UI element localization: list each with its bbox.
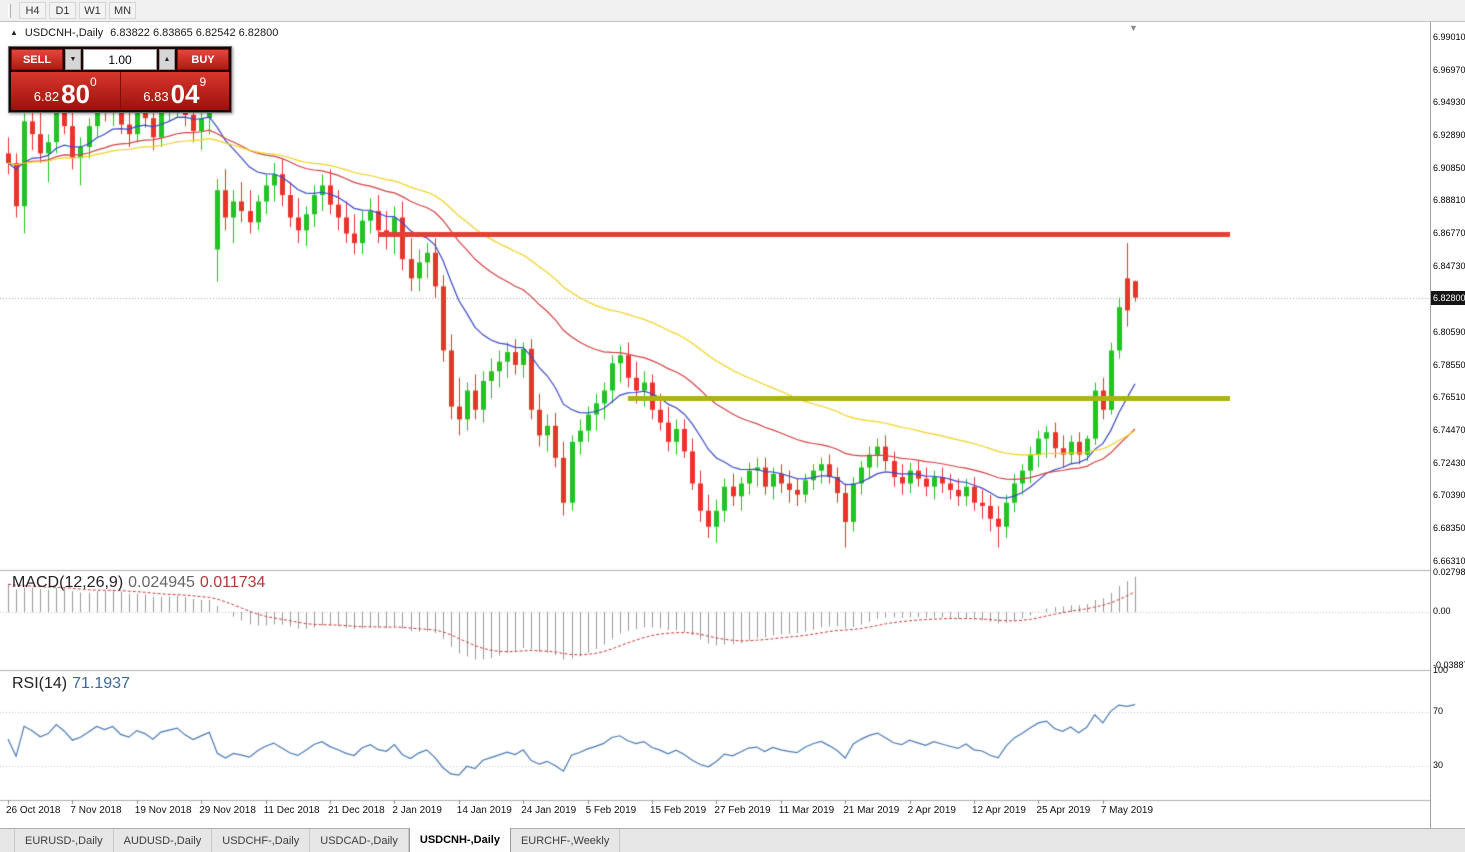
tab-audusd-daily[interactable]: AUDUSD-,Daily (114, 829, 213, 852)
macd-main-value: 0.024945 (128, 574, 195, 591)
date-axis-label: 29 Nov 2018 (199, 805, 256, 816)
tab-usdcad-daily[interactable]: USDCAD-,Daily (310, 829, 409, 852)
date-axis-label: 14 Jan 2019 (456, 805, 512, 816)
volume-down-icon: ▼ (69, 56, 77, 63)
sell-price-sup: 0 (90, 75, 97, 89)
one-click-trading-panel: SELL ▼ ▲ BUY 6.82 80 0 6.83 04 9 (8, 46, 232, 113)
chart-title: ▲ USDCNH-,Daily 6.83822 6.83865 6.82542 … (10, 27, 278, 39)
period-toolbar: H4 D1 W1 MN (0, 0, 1465, 22)
buy-button[interactable]: BUY (177, 49, 229, 70)
rsi-value: 71.1937 (72, 675, 130, 692)
tab-usdcnh-daily[interactable]: USDCNH-,Daily (408, 828, 511, 852)
macd-signal-value: 0.011734 (199, 574, 266, 591)
period-button-mn[interactable]: MN (109, 2, 136, 19)
price-axis-label: 6.99010 (1433, 31, 1465, 42)
price-axis-label: 6.92890 (1433, 129, 1465, 140)
price-axis-label: 6.76510 (1433, 392, 1465, 403)
price-axis-label: 6.66310 (1433, 555, 1465, 566)
chart-title-symbol: USDCNH-,Daily (24, 27, 104, 39)
price-axis-label: 6.94930 (1433, 97, 1465, 108)
date-axis[interactable]: 26 Oct 2018 7 Nov 2018 19 Nov 2018 29 Nov 2… (0, 802, 1430, 826)
date-axis-label: 27 Feb 2019 (714, 805, 771, 816)
sell-button[interactable]: SELL (11, 49, 63, 70)
date-axis-label: 7 May 2019 (1100, 805, 1154, 816)
date-axis-label: 11 Dec 2018 (263, 805, 320, 816)
price-axis-label: 6.96970 (1433, 64, 1465, 75)
price-axis-label: 0.00 (1433, 606, 1451, 617)
price-axis-label: 6.70390 (1433, 490, 1465, 501)
chart-shift-marker-icon[interactable]: ▼ (1129, 23, 1138, 33)
volume-up-icon: ▲ (163, 56, 171, 63)
buy-price-big: 04 (170, 79, 200, 109)
date-axis-label: 2 Apr 2019 (907, 805, 956, 816)
date-axis-label: 11 Mar 2019 (778, 805, 835, 816)
buy-price-sup: 9 (199, 75, 207, 89)
sell-price-button[interactable]: 6.82 80 0 (11, 72, 121, 110)
macd-indicator-label: MACD(12,26,9) 0.024945 0.011734 (12, 574, 265, 592)
price-axis-label: 6.72430 (1433, 457, 1465, 468)
date-axis-label: 7 Nov 2018 (70, 805, 122, 816)
chart-tab-bar: EURUSD-,Daily AUDUSD-,Daily USDCHF-,Dail… (0, 828, 1465, 852)
volume-input[interactable] (83, 49, 157, 70)
date-axis-label: 5 Feb 2019 (585, 805, 637, 816)
price-axis-label: 70 (1433, 705, 1444, 716)
tab-eurchf-weekly[interactable]: EURCHF-,Weekly (511, 829, 621, 852)
date-axis-label: 21 Dec 2018 (328, 805, 385, 816)
price-axis-label: 6.68350 (1433, 523, 1465, 534)
price-axis-label: 6.84730 (1433, 260, 1465, 271)
price-axis-label: 30 (1433, 760, 1444, 771)
date-axis-label: 2 Jan 2019 (392, 805, 442, 816)
date-axis-label: 15 Feb 2019 (650, 805, 707, 816)
rsi-name: RSI(14) (12, 675, 68, 692)
rsi-indicator-label: RSI(14) 71.1937 (12, 675, 130, 693)
price-axis-label: 6.86770 (1433, 227, 1465, 238)
price-axis-label: 6.88810 (1433, 195, 1465, 206)
volume-down-button[interactable]: ▼ (65, 49, 81, 70)
toolbar-grip[interactable] (8, 3, 11, 18)
sell-price-small: 6.82 (33, 89, 60, 104)
price-axis[interactable]: 6.82800 6.99010 6.96970 6.94930 6.92890 6.90… (1430, 22, 1465, 828)
date-axis-label: 19 Nov 2018 (134, 805, 192, 816)
chart-canvas[interactable] (0, 22, 1430, 828)
current-price-tag: 6.82800 (1431, 290, 1465, 305)
chart-title-ohlc: 6.83822 6.83865 6.82542 6.82800 (110, 27, 279, 39)
volume-up-button[interactable]: ▲ (159, 49, 175, 70)
one-click-toggle-icon[interactable]: ▲ (10, 28, 18, 37)
price-axis-label: 0.027984 (1433, 567, 1465, 578)
price-axis-label: 6.74470 (1433, 425, 1465, 436)
price-axis-label: 6.80590 (1433, 327, 1465, 337)
price-axis-label: 6.78550 (1433, 359, 1465, 370)
period-button-h4[interactable]: H4 (19, 2, 46, 19)
period-button-d1[interactable]: D1 (49, 2, 76, 19)
price-axis-label: -0.038874 (1433, 660, 1465, 671)
date-axis-label: 26 Oct 2018 (6, 805, 61, 816)
buy-price-small: 6.83 (143, 89, 169, 104)
tab-usdchf-daily[interactable]: USDCHF-,Daily (212, 829, 311, 852)
price-axis-label: 6.90850 (1433, 162, 1465, 173)
period-button-w1[interactable]: W1 (79, 2, 106, 19)
buy-price-button[interactable]: 6.83 04 9 (121, 72, 230, 110)
date-axis-label: 12 Apr 2019 (972, 805, 1026, 816)
date-axis-label: 21 Mar 2019 (843, 805, 900, 816)
sell-price-big: 80 (61, 79, 91, 109)
date-axis-label: 24 Jan 2019 (521, 805, 577, 816)
macd-name: MACD(12,26,9) (12, 574, 124, 591)
price-axis-label: 100 (1433, 665, 1449, 675)
tab-eurusd-daily[interactable]: EURUSD-,Daily (14, 829, 114, 852)
date-axis-label: 25 Apr 2019 (1036, 805, 1091, 816)
